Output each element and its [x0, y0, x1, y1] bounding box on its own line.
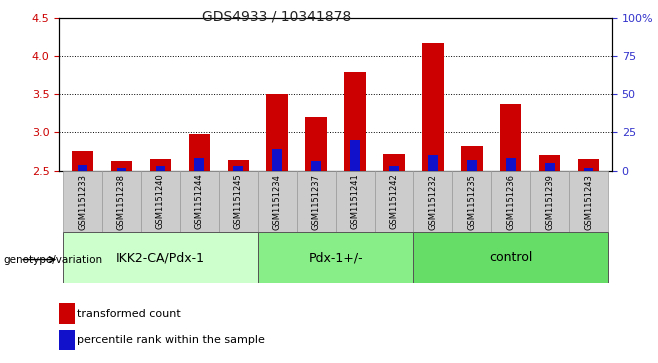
Bar — [228, 160, 249, 171]
Text: GSM1151236: GSM1151236 — [506, 174, 515, 230]
Text: GSM1151232: GSM1151232 — [428, 174, 438, 229]
Text: GDS4933 / 10341878: GDS4933 / 10341878 — [202, 9, 351, 23]
Bar — [569, 171, 608, 232]
Bar — [195, 158, 204, 171]
Bar — [272, 149, 282, 171]
Text: GSM1151242: GSM1151242 — [390, 174, 399, 229]
Bar — [374, 171, 413, 232]
Bar — [63, 171, 102, 232]
Bar — [578, 159, 599, 171]
Bar — [461, 146, 482, 171]
Bar — [467, 160, 476, 171]
Text: GSM1151237: GSM1151237 — [312, 174, 320, 230]
Bar — [155, 166, 165, 171]
Bar — [266, 94, 288, 171]
Text: IKK2-CA/Pdx-1: IKK2-CA/Pdx-1 — [116, 251, 205, 264]
Text: GSM1151244: GSM1151244 — [195, 174, 204, 229]
Bar — [116, 168, 126, 171]
Text: GSM1151241: GSM1151241 — [351, 174, 359, 229]
Bar — [219, 171, 258, 232]
Bar — [350, 140, 360, 171]
Bar — [336, 171, 374, 232]
Bar — [258, 232, 413, 283]
Bar — [297, 171, 336, 232]
Bar — [63, 232, 258, 283]
Bar — [59, 330, 75, 350]
Bar — [180, 171, 219, 232]
Bar — [59, 303, 75, 324]
Bar — [413, 171, 452, 232]
Bar — [141, 171, 180, 232]
Bar — [189, 134, 210, 171]
Bar — [584, 168, 594, 171]
Text: GSM1151239: GSM1151239 — [545, 174, 554, 229]
Bar — [258, 171, 297, 232]
Text: control: control — [489, 251, 532, 264]
Bar — [305, 117, 327, 171]
Bar — [344, 72, 366, 171]
Bar — [234, 166, 243, 171]
Text: GSM1151245: GSM1151245 — [234, 174, 243, 229]
Bar — [500, 104, 521, 171]
Bar — [539, 155, 561, 171]
Bar — [428, 155, 438, 171]
Text: transformed count: transformed count — [77, 309, 181, 319]
Bar — [389, 166, 399, 171]
Bar — [452, 171, 492, 232]
Bar — [150, 159, 171, 171]
Bar — [422, 43, 443, 171]
Bar — [413, 232, 608, 283]
Bar — [492, 171, 530, 232]
Bar — [72, 151, 93, 171]
Text: GSM1151233: GSM1151233 — [78, 174, 87, 230]
Bar — [545, 163, 555, 171]
Bar — [530, 171, 569, 232]
Bar — [111, 161, 132, 171]
Text: GSM1151235: GSM1151235 — [467, 174, 476, 229]
Bar — [78, 164, 88, 171]
Bar — [311, 162, 321, 171]
Text: Pdx-1+/-: Pdx-1+/- — [308, 251, 363, 264]
Bar — [383, 154, 405, 171]
Text: percentile rank within the sample: percentile rank within the sample — [77, 335, 265, 345]
Bar — [102, 171, 141, 232]
Text: GSM1151238: GSM1151238 — [117, 174, 126, 230]
Text: GSM1151240: GSM1151240 — [156, 174, 165, 229]
Text: genotype/variation: genotype/variation — [3, 254, 103, 265]
Text: GSM1151234: GSM1151234 — [272, 174, 282, 229]
Text: GSM1151243: GSM1151243 — [584, 174, 593, 229]
Bar — [506, 158, 516, 171]
